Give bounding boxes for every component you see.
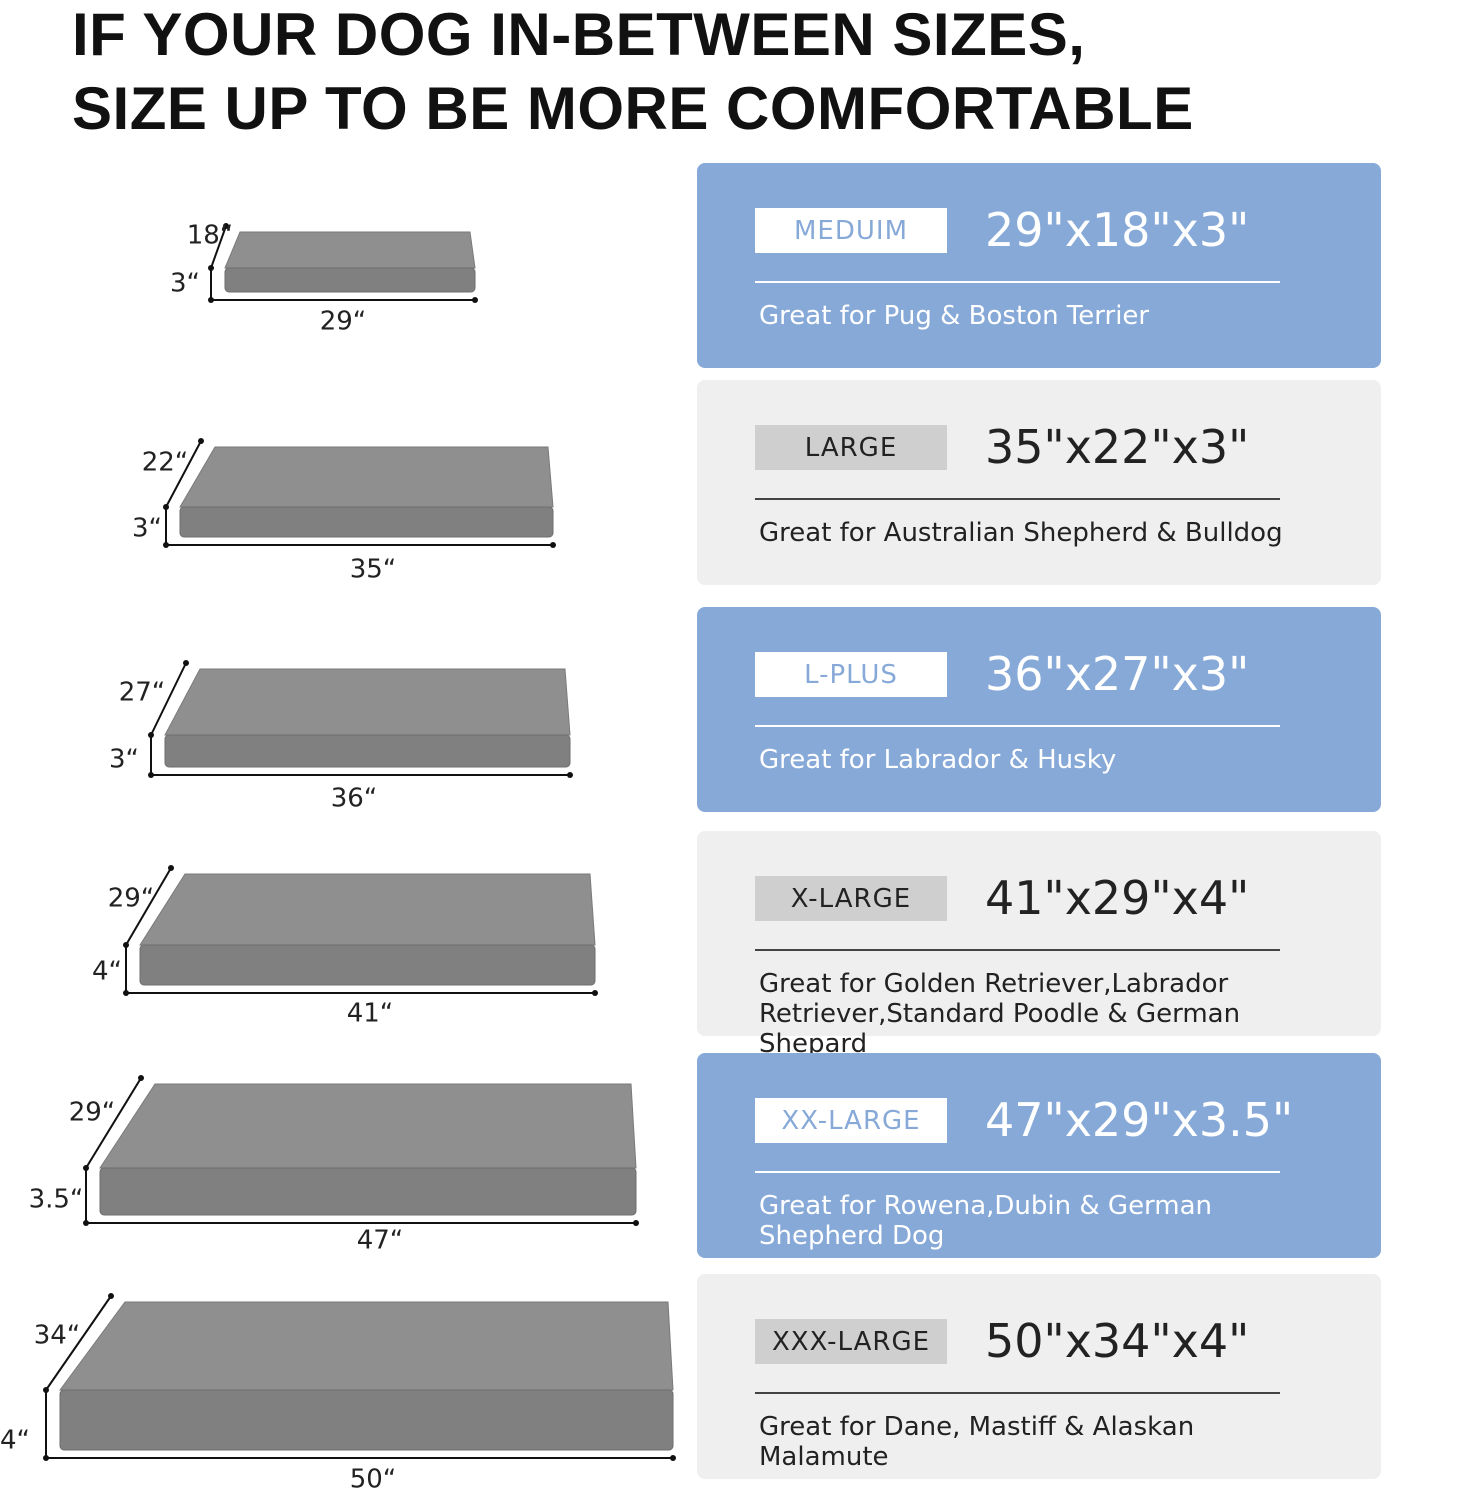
width-label: 47“ xyxy=(357,1226,404,1256)
mattress-top xyxy=(164,668,571,736)
dim-dot xyxy=(123,942,129,948)
height-label: 3“ xyxy=(132,514,162,544)
height-label: 3“ xyxy=(109,745,139,775)
height-label: 4“ xyxy=(92,957,122,987)
mattress-top xyxy=(59,1301,674,1391)
size-description: Great for Rowena,Dubin & German Shepherd… xyxy=(759,1191,1213,1251)
dim-dot xyxy=(83,1220,89,1226)
size-description: Great for Australian Shepherd & Bulldog xyxy=(759,518,1283,548)
size-description: Great for Labrador & Husky xyxy=(759,745,1117,775)
dim-dot xyxy=(148,732,154,738)
width-label: 50“ xyxy=(350,1465,397,1495)
depth-label: 34“ xyxy=(34,1321,81,1351)
dim-dot xyxy=(592,990,598,996)
divider xyxy=(755,498,1280,500)
size-dimensions: 50"x34"x4" xyxy=(985,1314,1250,1368)
height-label: 3“ xyxy=(170,269,200,299)
size-panel: XX-LARGE 47"x29"x3.5" Great for Rowena,Dub… xyxy=(697,1053,1381,1258)
size-description: Great for Golden Retriever,Labrador Retr… xyxy=(759,969,1241,1059)
dim-dot xyxy=(208,265,214,271)
title-line: SIZE UP TO BE MORE COMFORTABLE xyxy=(72,75,1194,142)
mattress-top xyxy=(224,231,476,269)
dim-line xyxy=(165,440,202,508)
size-badge: XX-LARGE xyxy=(755,1098,947,1143)
size-description: Great for Dane, Mastiff & Alaskan Malamu… xyxy=(759,1412,1195,1472)
dim-dot xyxy=(163,542,169,548)
divider xyxy=(755,949,1280,951)
size-panel: LARGE 35"x22"x3" Great for Australian Shep… xyxy=(697,380,1381,585)
mattress-drawings: 29“ 18“ 3“ 35“ 22“ 3“ 36“ 27“ 3“ 41“ 29“ 4“ 47“ 29“ 3.… xyxy=(0,221,676,1495)
depth-label: 18“ xyxy=(187,221,234,251)
dim-line xyxy=(125,867,172,946)
mattress-front xyxy=(59,1389,674,1451)
dim-line xyxy=(85,1077,142,1169)
depth-label: 29“ xyxy=(69,1098,116,1128)
size-panel: X-LARGE 41"x29"x4" Great for Golden Retrie… xyxy=(697,831,1381,1059)
height-label: 4“ xyxy=(0,1426,30,1456)
dim-dot xyxy=(550,542,556,548)
dim-line xyxy=(210,225,227,269)
depth-label: 22“ xyxy=(142,448,189,478)
dim-dot xyxy=(183,660,189,666)
dim-dot xyxy=(472,297,478,303)
size-badge: MEDUIM xyxy=(755,208,947,253)
dim-dot xyxy=(198,438,204,444)
width-label: 29“ xyxy=(320,307,367,337)
divider xyxy=(755,1392,1280,1394)
size-badge: L-PLUS xyxy=(755,652,947,697)
size-dimensions: 47"x29"x3.5" xyxy=(985,1093,1294,1147)
mattress-front xyxy=(164,734,571,768)
size-dimensions: 36"x27"x3" xyxy=(985,647,1250,701)
dim-dot xyxy=(670,1455,676,1461)
dim-dot xyxy=(208,297,214,303)
dim-dot xyxy=(223,223,229,229)
title-line: IF YOUR DOG IN-BETWEEN SIZES, xyxy=(72,1,1086,68)
dim-dot xyxy=(83,1165,89,1171)
size-dimensions: 35"x22"x3" xyxy=(985,420,1250,474)
size-dimensions: 29"x18"x3" xyxy=(985,203,1250,257)
width-label: 35“ xyxy=(350,555,397,585)
width-label: 41“ xyxy=(347,999,394,1029)
dim-dot xyxy=(633,1220,639,1226)
size-panel: XXX-LARGE 50"x34"x4" Great for Dane, Masti… xyxy=(697,1274,1381,1479)
dim-dot xyxy=(567,772,573,778)
mattress-top xyxy=(99,1083,637,1169)
divider xyxy=(755,725,1280,727)
dim-dot xyxy=(148,772,154,778)
height-label: 3.5“ xyxy=(29,1185,84,1215)
divider xyxy=(755,1171,1280,1173)
dim-dot xyxy=(168,865,174,871)
size-panel: MEDUIM 29"x18"x3" Great for Pug & Boston T… xyxy=(697,163,1381,368)
dim-dot xyxy=(108,1293,114,1299)
divider xyxy=(755,281,1280,283)
size-panel: L-PLUS 36"x27"x3" Great for Labrador & Hus… xyxy=(697,607,1381,812)
mattress-front xyxy=(179,506,554,538)
dim-dot xyxy=(43,1387,49,1393)
depth-label: 27“ xyxy=(119,678,166,708)
mattress-front xyxy=(224,267,476,293)
mattress-front xyxy=(139,944,596,986)
size-badge: LARGE xyxy=(755,425,947,470)
mattress-top xyxy=(179,446,554,508)
depth-label: 29“ xyxy=(108,884,155,914)
mattress-top xyxy=(139,873,596,946)
size-description: Great for Pug & Boston Terrier xyxy=(759,301,1150,331)
dim-dot xyxy=(43,1455,49,1461)
dim-dot xyxy=(138,1075,144,1081)
size-badge: X-LARGE xyxy=(755,876,947,921)
dim-line xyxy=(150,662,187,736)
dim-line xyxy=(45,1295,112,1391)
size-badge: XXX-LARGE xyxy=(755,1319,947,1364)
mattress-front xyxy=(99,1167,637,1216)
size-dimensions: 41"x29"x4" xyxy=(985,871,1250,925)
dim-dot xyxy=(123,990,129,996)
width-label: 36“ xyxy=(331,784,378,814)
dim-dot xyxy=(163,504,169,510)
